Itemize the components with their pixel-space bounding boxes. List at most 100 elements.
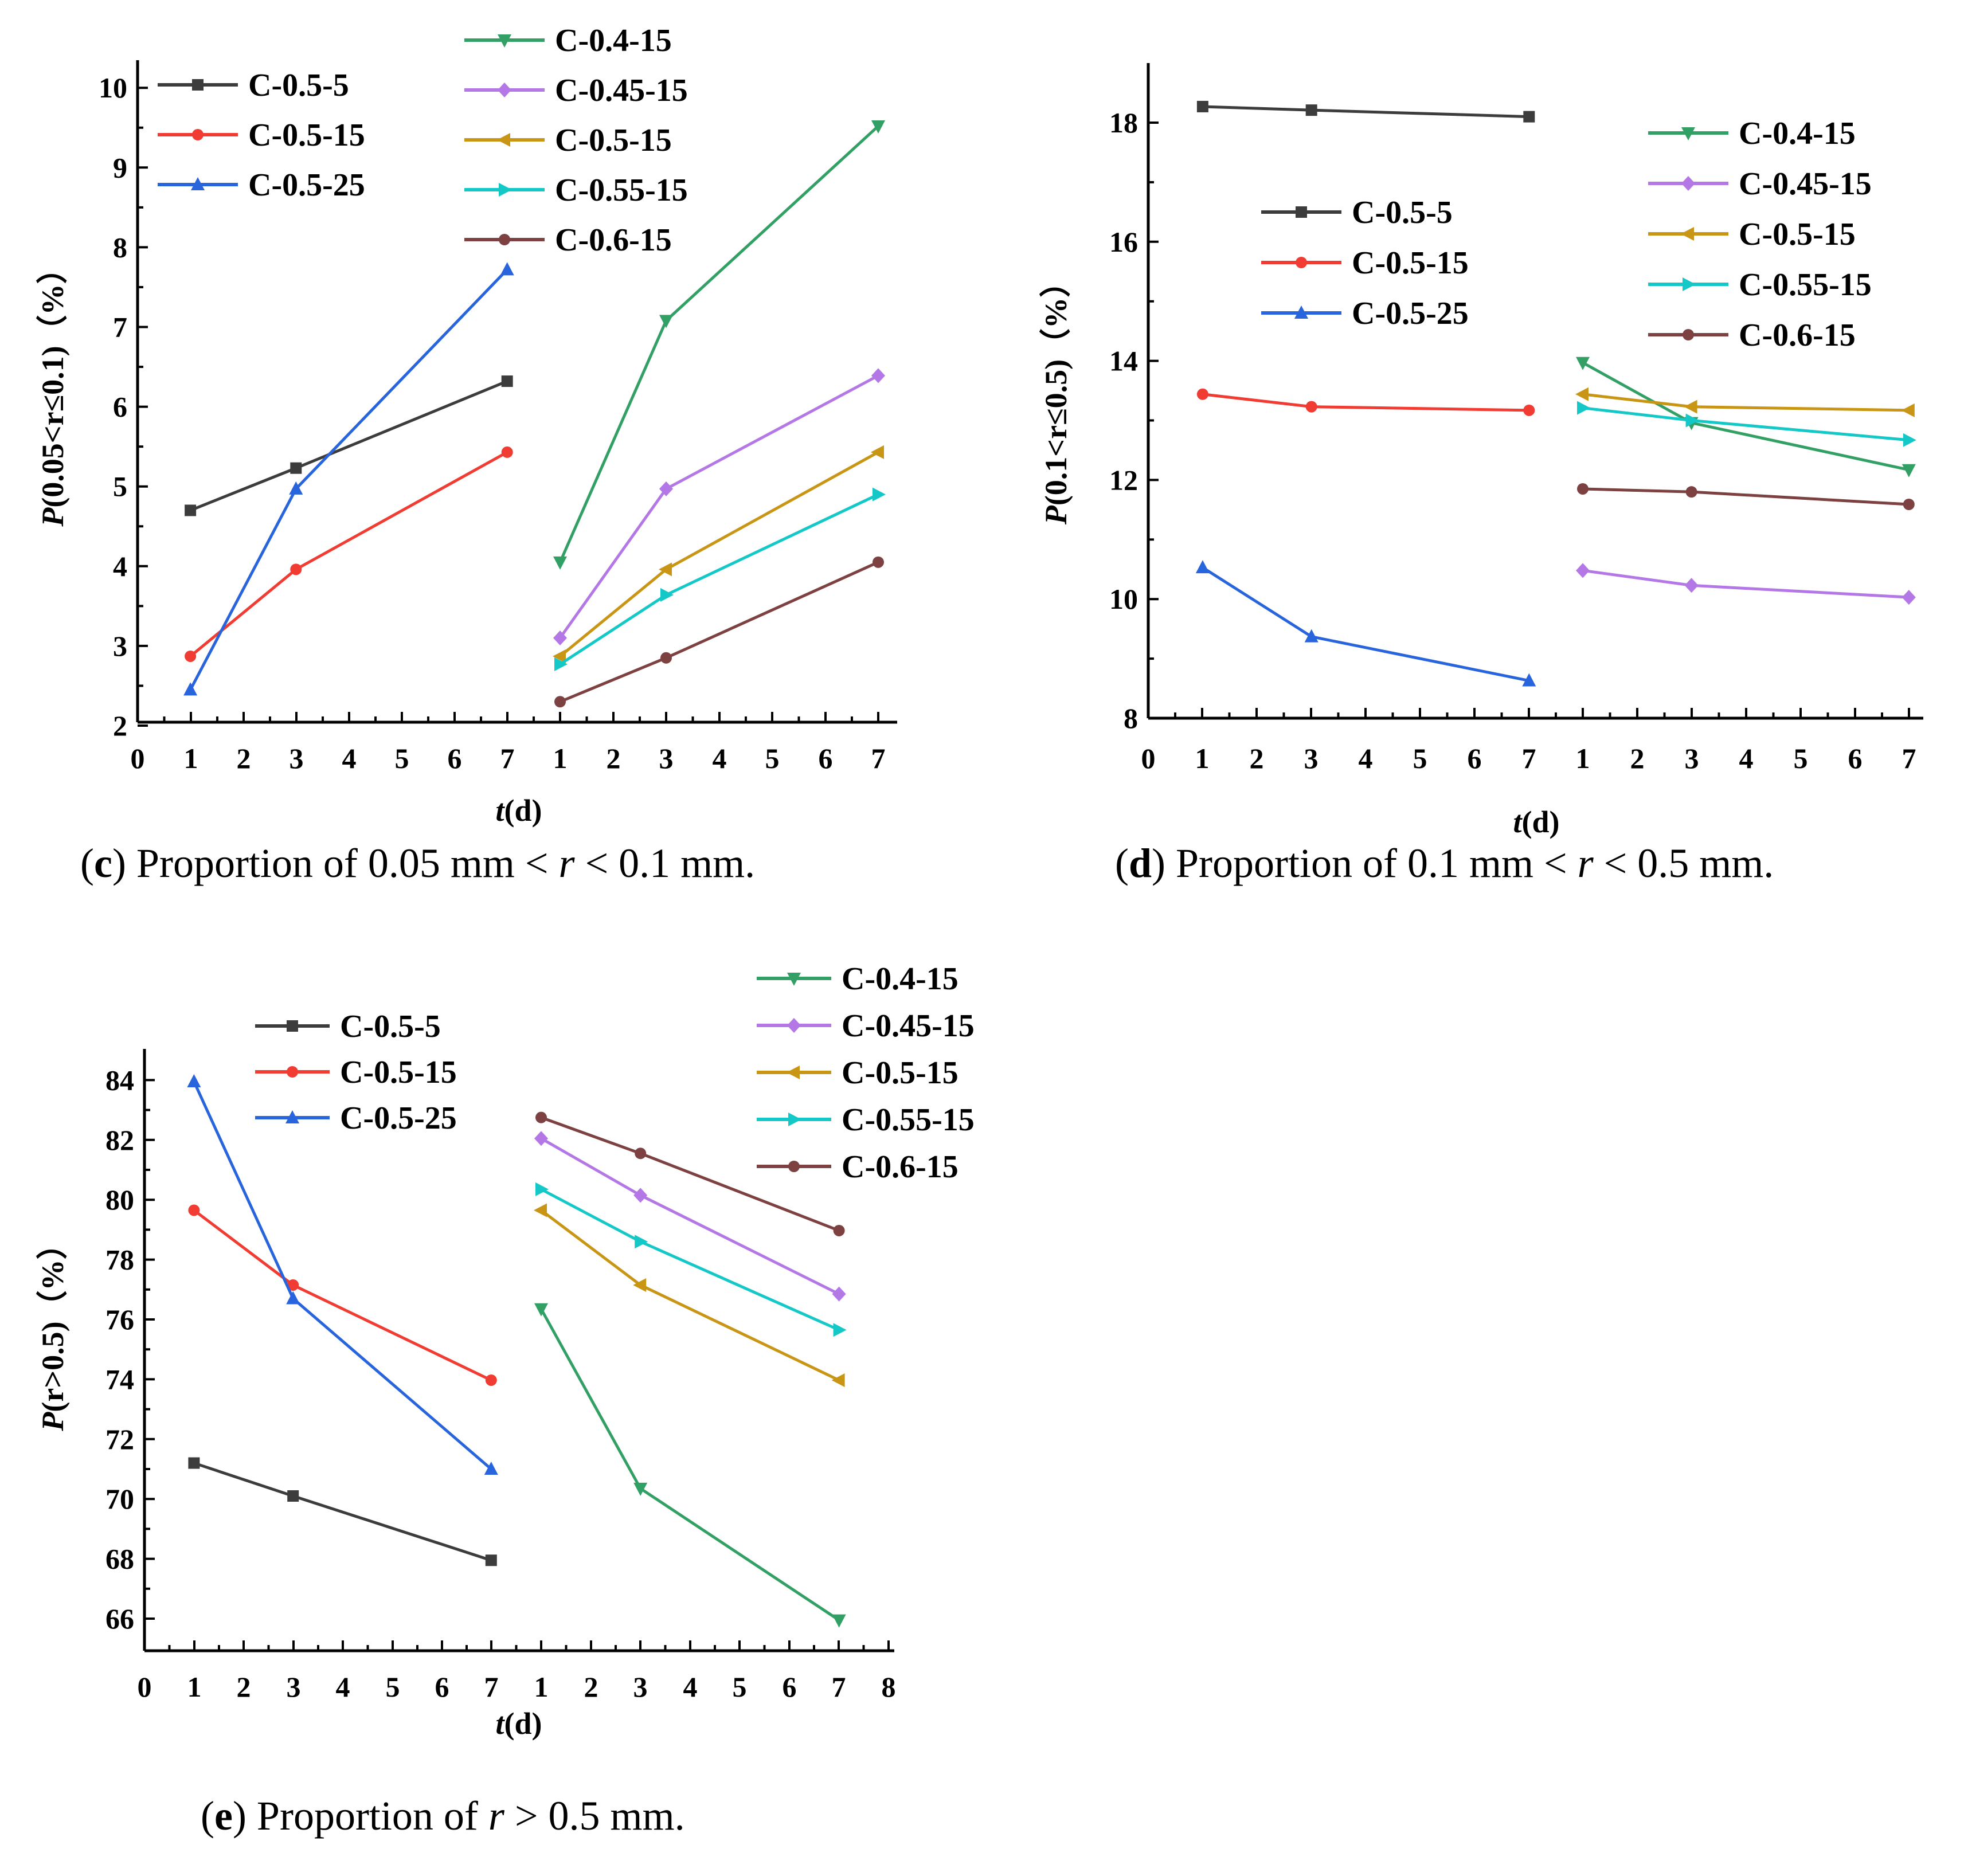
marker-C-0.6-15: [1577, 483, 1589, 495]
marker-C-0.6-15: [499, 234, 510, 245]
marker-C-0.5-5: [1523, 111, 1535, 123]
legend-item: C-0.5-25: [158, 167, 365, 203]
marker-C-0.5-15: [501, 446, 513, 458]
x-tick-label: 5: [733, 1671, 747, 1703]
x-tick-label: 1: [553, 742, 568, 774]
x-tick-label: 6: [783, 1671, 797, 1703]
marker-C-0.5-15: [633, 1278, 647, 1292]
series-line-C-0.5-15: [1202, 393, 1529, 412]
axes: 2 3 4 5 6 7 8 9 10 0 1 2 3 4 5 6 7 1 2 3 4 5 6 7: [99, 60, 897, 774]
marker-C-0.45-15: [553, 630, 567, 645]
series-C-0.55-15: [554, 487, 886, 671]
legend-item: C-0.5-15: [1261, 245, 1469, 281]
legend-item: C-0.4-15: [757, 961, 958, 997]
marker-C-0.5-15: [192, 129, 204, 140]
marker-C-0.55-15: [554, 657, 568, 671]
legend-label: C-0.5-15: [340, 1055, 457, 1090]
marker-C-0.55-15: [635, 1235, 648, 1249]
marker-C-0.5-25: [484, 1462, 498, 1475]
series-line-C-0.5-5: [193, 1462, 492, 1562]
marker-C-0.5-15: [485, 1374, 497, 1386]
marker-C-0.45-15: [1576, 563, 1590, 578]
marker-C-0.45-15: [1681, 176, 1695, 191]
y-tick-label: 10: [99, 72, 127, 104]
x-tick-label: 1: [184, 742, 198, 774]
marker-C-0.4-15: [871, 120, 885, 134]
marker-C-0.55-15: [788, 1113, 801, 1126]
marker-C-0.5-25: [183, 682, 198, 696]
marker-C-0.5-15: [534, 1203, 547, 1217]
marker-C-0.55-15: [833, 1323, 847, 1337]
marker-C-0.55-15: [1685, 413, 1699, 428]
series-C-0.5-5: [185, 375, 513, 516]
y-tick-label: 6: [113, 391, 127, 423]
marker-C-0.5-5: [501, 375, 513, 387]
series-C-0.4-15: [553, 120, 885, 570]
series-C-0.6-15: [1577, 483, 1915, 510]
y-tick-label: 14: [1109, 345, 1138, 377]
legend-item: C-0.5-5: [158, 68, 349, 103]
legend-item: C-0.55-15: [464, 173, 688, 208]
y-tick-label: 76: [105, 1303, 134, 1335]
marker-C-0.55-15: [1903, 433, 1916, 447]
legend: C-0.4-15 C-0.45-15 C-0.5-15 C-0.55-15 C-0.6-…: [464, 23, 688, 258]
caption-e: (e) Proportion of r > 0.5 mm.: [201, 1793, 685, 1839]
y-axis-title: P(0.1<r≤0.5)（%）: [1039, 267, 1073, 525]
marker-C-0.6-15: [1683, 329, 1694, 340]
legend-item: C-0.5-15: [158, 118, 365, 153]
series-line-C-0.6-15: [1582, 487, 1909, 506]
legend-label: C-0.5-25: [248, 167, 365, 203]
legend-item: C-0.55-15: [1648, 267, 1872, 303]
x-tick-label: 5: [386, 1671, 400, 1703]
chart-panel-c: 2 3 4 5 6 7 8 9 10 0 1 2 3 4 5 6 7 1 2 3 4 5 6 7 P(0.05<r≤0.1)（%…: [36, 23, 897, 886]
legend-item: C-0.45-15: [1648, 166, 1872, 202]
marker-C-0.45-15: [871, 368, 885, 383]
x-tick-label: 3: [633, 1671, 648, 1703]
x-tick-label: 2: [237, 1671, 251, 1703]
y-tick-label: 5: [113, 471, 127, 503]
legend: C-0.4-15 C-0.45-15 C-0.5-15 C-0.55-15 C-0.6-…: [1648, 116, 1872, 353]
legend-item: C-0.4-15: [464, 23, 672, 58]
legend-label: C-0.45-15: [1739, 166, 1872, 202]
marker-C-0.5-25: [187, 1074, 201, 1088]
x-tick-label: 0: [138, 1671, 152, 1703]
marker-C-0.55-15: [535, 1182, 549, 1196]
series-C-0.4-15: [534, 1303, 846, 1628]
x-tick-label: 5: [765, 742, 780, 774]
marker-C-0.5-15: [1523, 404, 1535, 416]
x-tick-label: 5: [1794, 742, 1808, 774]
marker-C-0.6-15: [660, 652, 672, 664]
x-tick-label: 7: [871, 742, 886, 774]
legend-label: C-0.5-25: [340, 1100, 457, 1136]
marker-C-0.5-5: [287, 1020, 298, 1032]
marker-C-0.5-15: [290, 563, 302, 575]
legend-item: C-0.6-15: [464, 222, 672, 258]
marker-C-0.4-15: [659, 315, 673, 328]
y-tick-label: 78: [105, 1244, 134, 1276]
marker-C-0.4-15: [1681, 127, 1695, 140]
x-tick-label: 4: [336, 1671, 350, 1703]
legend-item: C-0.5-5: [255, 1009, 441, 1044]
series-C-0.45-15: [534, 1131, 846, 1302]
series-line-C-0.45-15: [1582, 569, 1909, 599]
marker-C-0.5-15: [185, 650, 197, 662]
series-C-0.55-15: [535, 1182, 847, 1337]
x-tick-label: 2: [607, 742, 621, 774]
marker-C-0.5-5: [1305, 104, 1317, 116]
marker-C-0.5-15: [1305, 401, 1317, 413]
marker-C-0.6-15: [833, 1224, 845, 1236]
legend-item: C-0.5-15: [1648, 217, 1856, 252]
x-tick-label: 3: [1685, 742, 1699, 774]
x-tick-label: 2: [584, 1671, 598, 1703]
legend-label: C-0.5-15: [555, 123, 672, 158]
legend-item: C-0.5-25: [255, 1100, 457, 1136]
x-tick-label: 4: [1739, 742, 1754, 774]
x-tick-label: 7: [1902, 742, 1916, 774]
x-tick-label: 2: [1250, 742, 1264, 774]
marker-C-0.5-25: [285, 1110, 299, 1123]
legend-label: C-0.45-15: [555, 73, 688, 108]
y-tick-label: 2: [113, 710, 127, 742]
